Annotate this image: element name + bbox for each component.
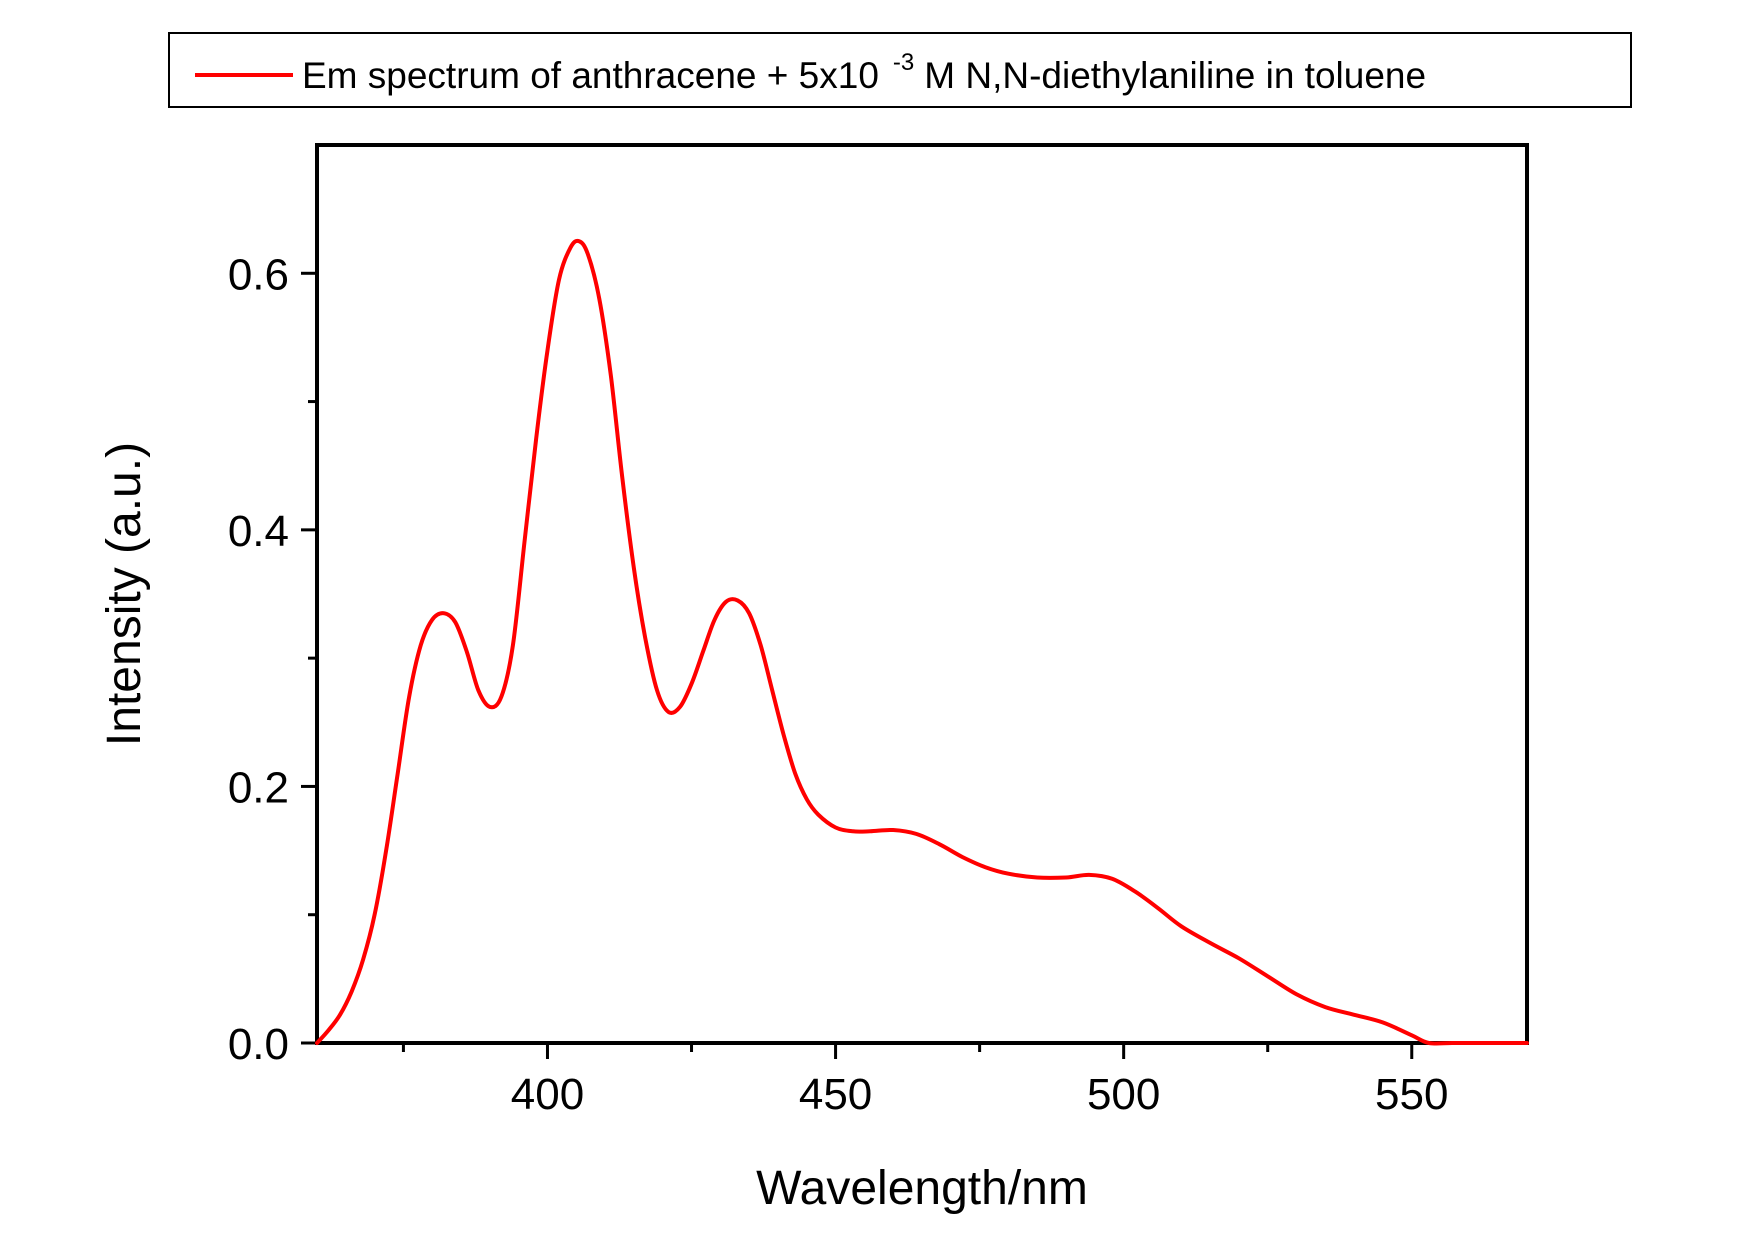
x-tick-label: 400: [511, 1070, 584, 1119]
legend-box: [168, 32, 1632, 108]
y-tick-label: 0.0: [228, 1020, 289, 1069]
y-tick-label: 0.2: [228, 763, 289, 812]
plot-area-frame: [315, 143, 1529, 1045]
series-layer: [315, 238, 1529, 1046]
legend-label: Em spectrum of anthracene + 5x10 -3 M N,N-…: [302, 49, 1426, 96]
legend-label-suffix: M N,N-diethylaniline in toluene: [924, 55, 1426, 96]
x-tick-label: 550: [1375, 1070, 1448, 1119]
legend-label-superscript: -3: [893, 49, 914, 76]
y-tick-label: 0.4: [228, 507, 289, 556]
legend: Em spectrum of anthracene + 5x10 -3 M N,N-…: [168, 32, 1632, 108]
x-tick-label: 450: [799, 1070, 872, 1119]
x-axis-title: Wavelength/nm: [756, 1162, 1088, 1215]
y-tick-label: 0.6: [228, 250, 289, 299]
emission-series-line: [315, 238, 1529, 1046]
x-axis: 400 450 500 550: [401, 1043, 1448, 1119]
y-axis: 0.0 0.2 0.4 0.6: [228, 250, 317, 1069]
x-tick-label: 500: [1087, 1070, 1160, 1119]
legend-label-prefix: Em spectrum of anthracene + 5x10: [302, 55, 879, 96]
y-axis-title: Intensity (a.u.): [98, 442, 151, 746]
